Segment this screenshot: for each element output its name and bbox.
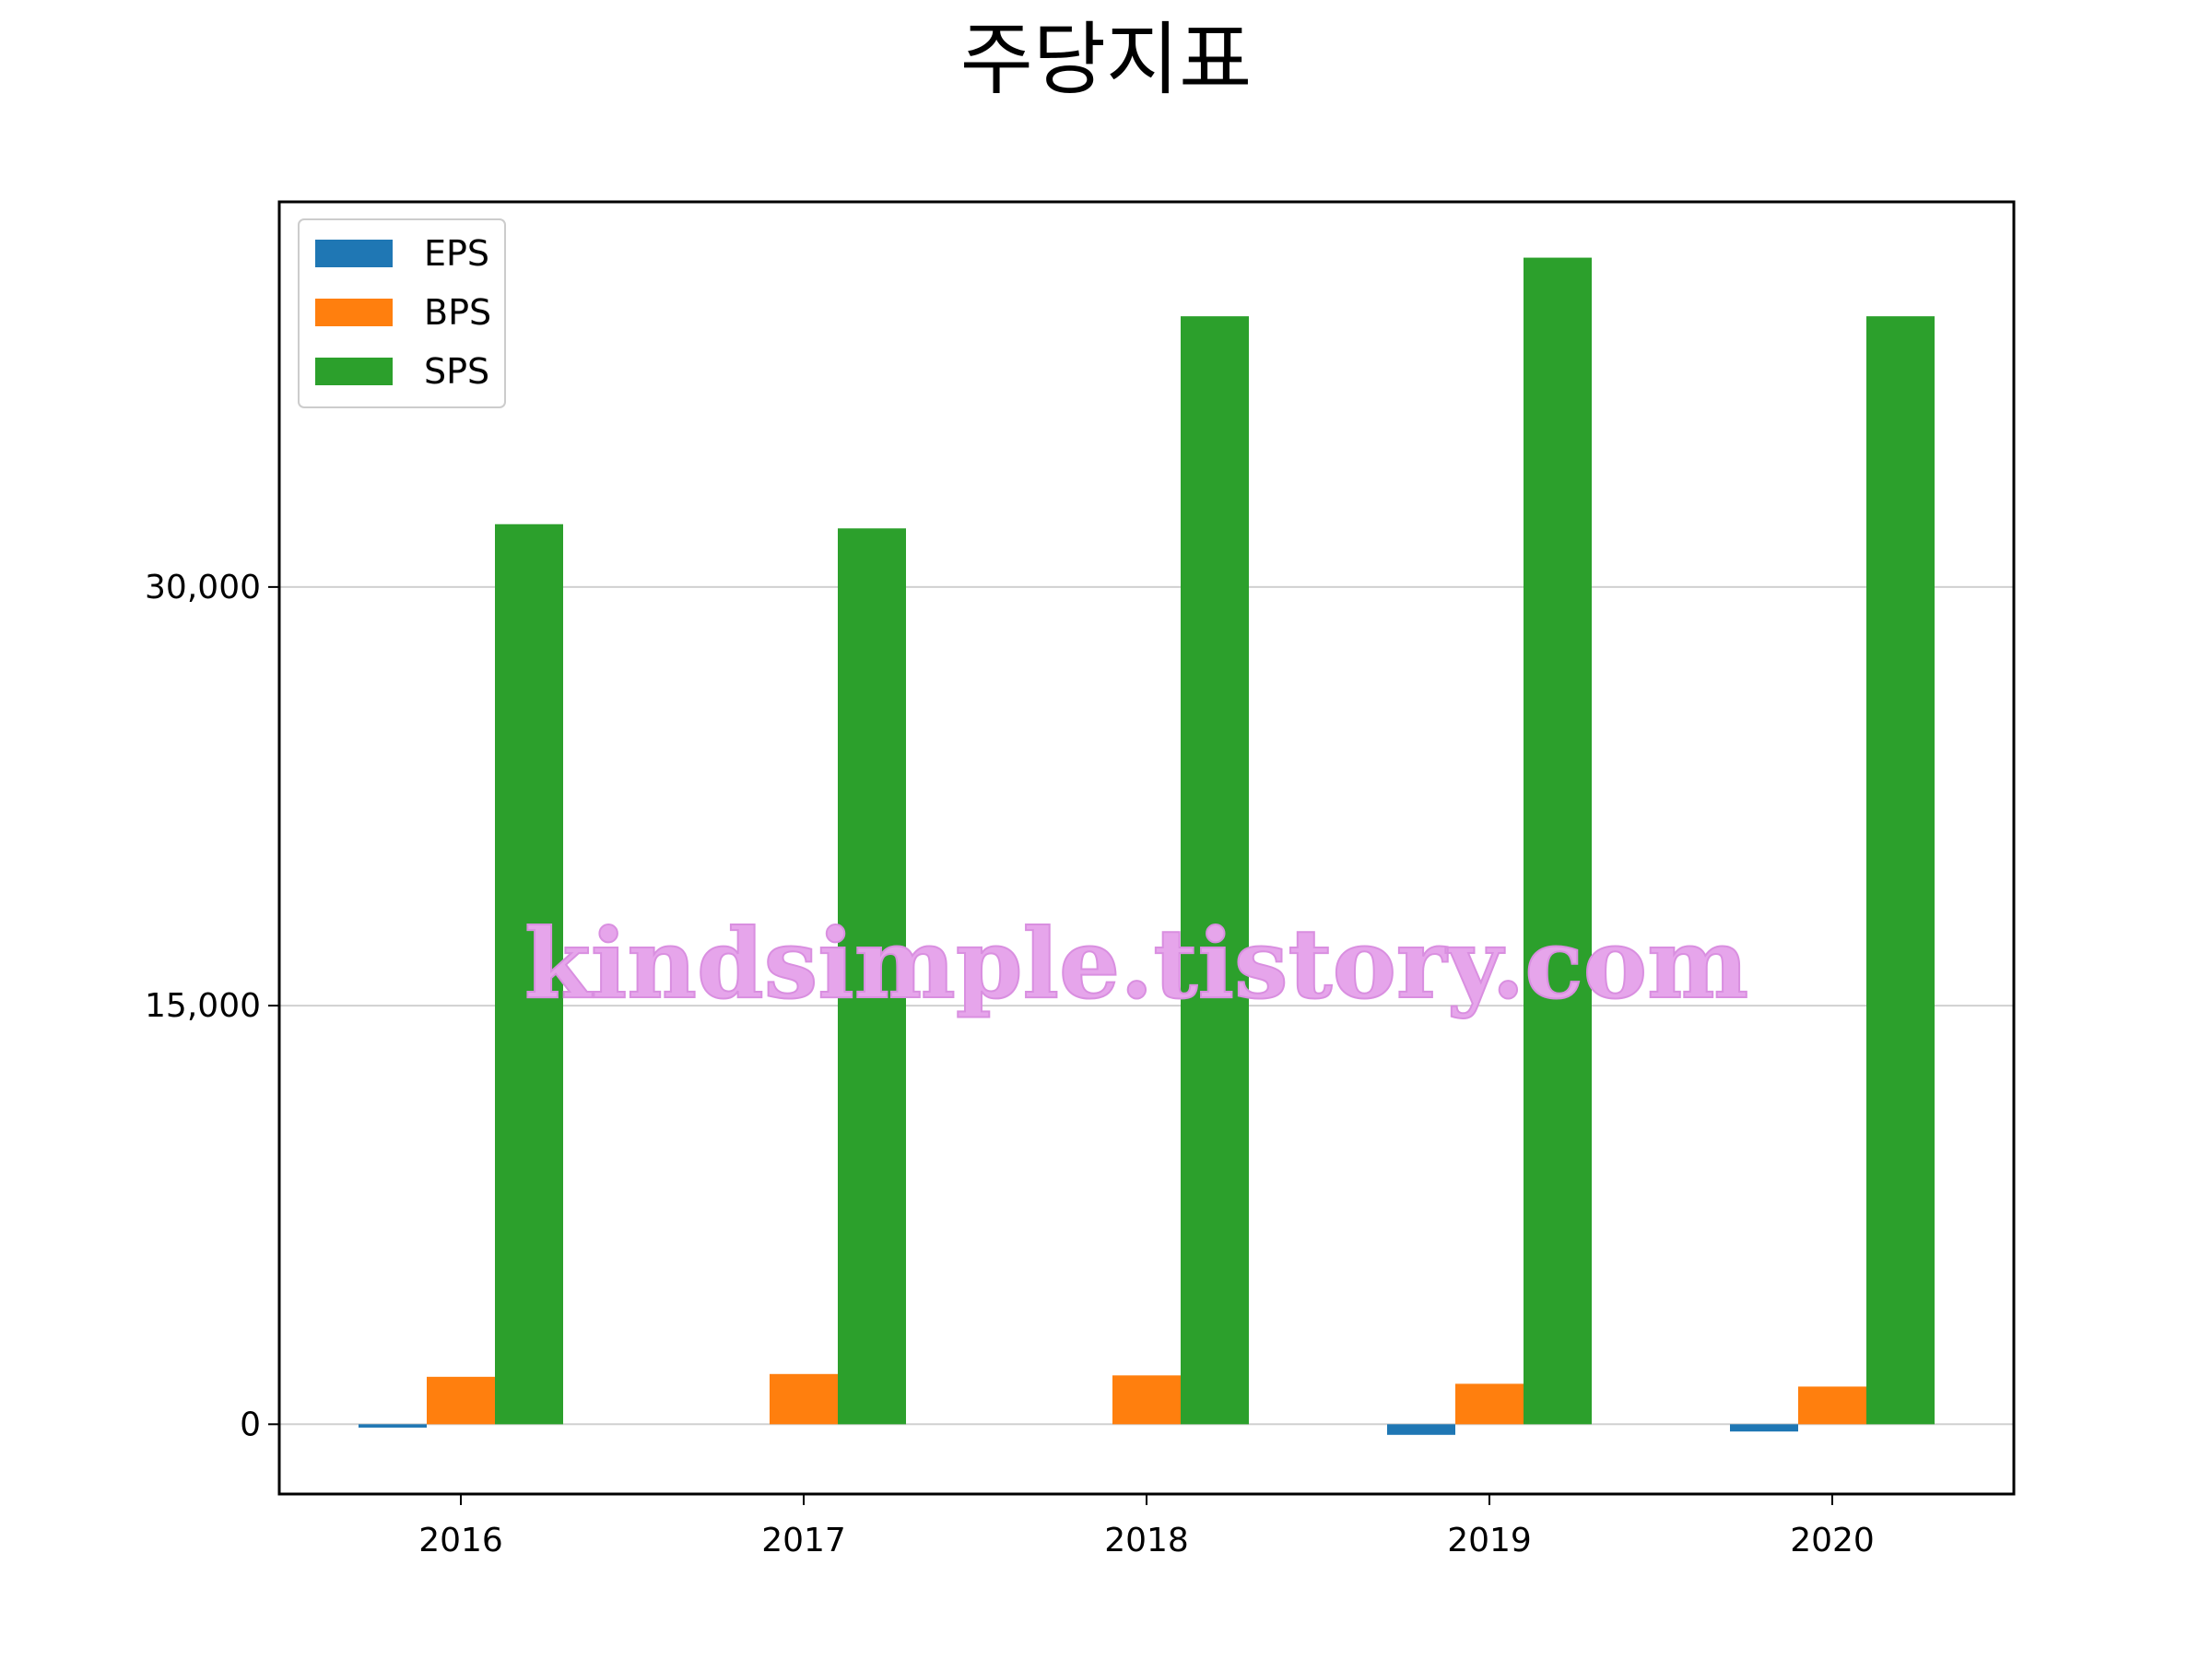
bar-bps-2020 <box>1798 1386 1866 1425</box>
y-tick-label: 30,000 <box>145 569 261 606</box>
y-tick-label: 0 <box>240 1406 261 1443</box>
legend-swatch-sps <box>315 358 393 385</box>
legend-label-sps: SPS <box>424 351 489 392</box>
bar-eps-2020 <box>1730 1424 1798 1432</box>
legend-label-eps: EPS <box>424 233 489 274</box>
bars <box>359 257 1935 1435</box>
legend-swatch-bps <box>315 299 393 326</box>
bar-sps-2017 <box>838 528 906 1425</box>
chart-title: 주당지표 <box>960 14 1252 106</box>
x-tick-label: 2018 <box>1104 1522 1189 1559</box>
bar-bps-2017 <box>770 1373 838 1425</box>
bar-bps-2018 <box>1112 1375 1181 1425</box>
y-tick-label: 15,000 <box>145 987 261 1025</box>
bar-eps-2019 <box>1387 1424 1455 1435</box>
bar-sps-2018 <box>1181 316 1249 1425</box>
axes: 0 15,000 30,000 2016 2017 2018 2019 2020 <box>145 200 2016 1559</box>
bar-eps-2016 <box>359 1424 427 1428</box>
legend-label-bps: BPS <box>424 292 491 333</box>
bar-sps-2016 <box>495 524 563 1425</box>
grid-lines <box>279 585 2014 1426</box>
bar-bps-2019 <box>1455 1383 1524 1425</box>
x-tick-label: 2020 <box>1790 1522 1875 1559</box>
legend-swatch-eps <box>315 240 393 267</box>
x-tick-label: 2019 <box>1447 1522 1532 1559</box>
plot-frame <box>277 200 2016 1496</box>
bar-bps-2016 <box>427 1376 495 1425</box>
x-tick-label: 2017 <box>761 1522 846 1559</box>
bar-sps-2020 <box>1866 316 1935 1425</box>
legend: EPS BPS SPS <box>298 218 506 408</box>
x-tick-label: 2016 <box>418 1522 503 1559</box>
bar-sps-2019 <box>1524 257 1592 1425</box>
watermark-text: kindsimple.tistory.com <box>524 907 1748 1020</box>
